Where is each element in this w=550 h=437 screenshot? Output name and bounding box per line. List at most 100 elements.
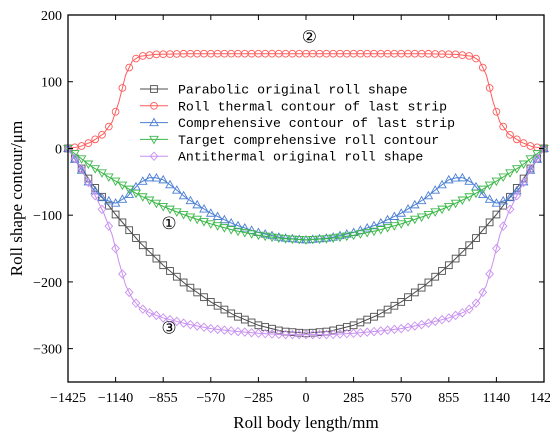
data-point xyxy=(97,169,107,178)
data-point xyxy=(172,272,181,281)
legend-item: Antithermal original roll shape xyxy=(140,150,423,165)
data-point xyxy=(458,308,467,318)
data-point xyxy=(274,329,284,340)
data-point xyxy=(335,329,345,339)
data-point xyxy=(478,287,488,298)
data-point xyxy=(172,316,182,327)
data-point xyxy=(532,150,543,159)
data-point xyxy=(280,233,291,242)
data-point xyxy=(471,298,481,308)
data-point xyxy=(178,211,189,220)
data-point xyxy=(233,227,243,237)
data-point xyxy=(307,235,318,245)
data-point xyxy=(328,232,339,241)
data-point xyxy=(443,174,454,184)
data-point xyxy=(403,218,413,227)
x-tick-label: −855 xyxy=(149,391,178,406)
data-point xyxy=(375,217,386,227)
data-point xyxy=(287,235,298,245)
data-point xyxy=(397,298,406,306)
y-tick-label: −200 xyxy=(33,276,62,291)
data-point xyxy=(171,185,182,194)
data-point xyxy=(477,185,488,195)
data-point xyxy=(457,172,468,182)
data-point xyxy=(132,54,140,63)
legend-item: Target comprehensive roll contour xyxy=(140,133,439,148)
data-point xyxy=(90,191,100,201)
data-point xyxy=(512,135,521,144)
data-point xyxy=(321,233,332,242)
data-point xyxy=(505,192,515,202)
data-point xyxy=(205,208,216,217)
data-point xyxy=(499,122,508,131)
y-axis-title: Roll shape contour/μm xyxy=(7,121,26,276)
data-point xyxy=(273,234,284,244)
data-point xyxy=(151,173,162,182)
data-point xyxy=(205,220,216,229)
data-point xyxy=(260,328,270,339)
data-point xyxy=(484,194,495,203)
data-point xyxy=(111,107,120,116)
data-point xyxy=(137,193,148,202)
data-point xyxy=(171,208,182,217)
data-point xyxy=(471,189,481,199)
data-point xyxy=(90,185,101,195)
data-point xyxy=(138,241,147,250)
data-point xyxy=(390,324,399,335)
data-point xyxy=(464,304,474,314)
annotation-label: ① xyxy=(161,214,176,234)
data-point xyxy=(152,254,161,263)
data-point xyxy=(239,222,250,232)
x-tick-label: 285 xyxy=(343,391,364,406)
legend-item: Parabolic original roll shape xyxy=(140,83,408,98)
data-point xyxy=(233,220,243,230)
data-point xyxy=(403,204,413,213)
data-point xyxy=(226,326,236,336)
data-point xyxy=(97,192,107,202)
data-point xyxy=(294,235,305,245)
data-point xyxy=(288,329,297,340)
x-tick-label: −570 xyxy=(196,391,225,406)
data-point xyxy=(382,224,393,233)
data-point xyxy=(83,176,94,186)
annotation-label: ③ xyxy=(161,318,176,338)
data-point xyxy=(355,225,366,234)
data-point xyxy=(389,211,400,220)
data-point xyxy=(91,135,100,144)
data-point xyxy=(132,234,140,242)
data-point xyxy=(199,218,209,227)
series-line xyxy=(67,148,545,241)
data-point xyxy=(151,199,162,209)
data-point xyxy=(409,215,420,225)
data-point xyxy=(124,189,135,198)
data-point xyxy=(185,195,196,205)
data-point xyxy=(526,164,535,174)
data-point xyxy=(301,236,311,245)
data-point xyxy=(341,232,352,242)
data-point xyxy=(417,283,426,292)
data-point xyxy=(458,248,467,256)
data-point xyxy=(472,54,480,63)
data-point xyxy=(382,214,393,224)
data-point xyxy=(342,328,352,339)
data-point xyxy=(519,177,528,188)
data-point xyxy=(246,230,257,239)
data-point xyxy=(437,314,447,325)
plot-frame xyxy=(67,14,545,383)
data-point xyxy=(505,169,515,178)
data-point xyxy=(518,160,529,170)
data-point xyxy=(532,153,542,164)
data-point xyxy=(185,213,196,223)
data-point xyxy=(149,151,159,161)
data-point xyxy=(478,226,487,235)
legend-label: Comprehensive contour of last strip xyxy=(178,116,455,131)
x-tick-label: 0 xyxy=(303,391,310,406)
data-point xyxy=(158,202,169,212)
data-point xyxy=(409,199,420,209)
data-point xyxy=(145,308,154,318)
data-point xyxy=(362,222,373,232)
data-point xyxy=(444,313,454,323)
data-point xyxy=(212,211,223,220)
data-point xyxy=(103,173,114,182)
